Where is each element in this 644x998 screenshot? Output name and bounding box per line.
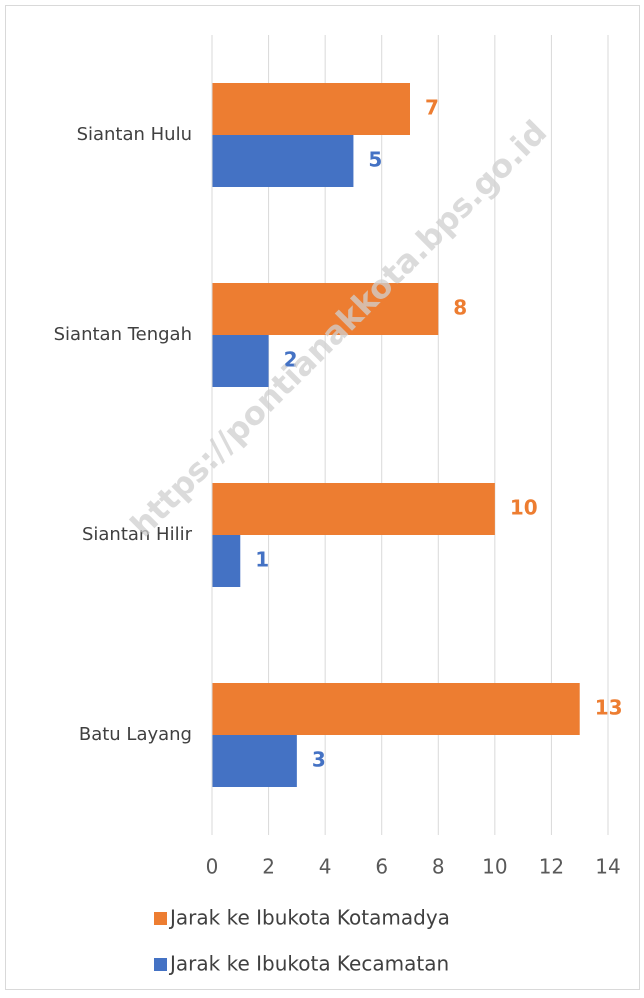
value-label: 10 bbox=[510, 496, 538, 520]
x-tick-label: 12 bbox=[539, 855, 564, 879]
x-tick-label: 10 bbox=[482, 855, 507, 879]
bar bbox=[212, 535, 241, 587]
value-label: 7 bbox=[425, 96, 439, 120]
bar bbox=[212, 283, 439, 335]
y-tick-label: Siantan Hulu bbox=[77, 124, 192, 145]
bar bbox=[212, 483, 495, 535]
bar bbox=[212, 135, 354, 187]
value-label: 5 bbox=[368, 148, 382, 172]
y-tick-label: Batu Layang bbox=[79, 724, 192, 745]
y-tick-label: Siantan Hilir bbox=[82, 524, 193, 545]
x-tick-label: 6 bbox=[375, 855, 388, 879]
bar bbox=[212, 83, 410, 135]
legend-swatch bbox=[154, 912, 167, 925]
legend-label: Jarak ke Ibukota Kecamatan bbox=[168, 952, 449, 976]
value-label: 13 bbox=[595, 696, 623, 720]
value-label: 1 bbox=[255, 548, 269, 572]
x-tick-label: 4 bbox=[319, 855, 332, 879]
x-tick-label: 8 bbox=[432, 855, 445, 879]
x-tick-label: 0 bbox=[206, 855, 219, 879]
bar bbox=[212, 335, 269, 387]
value-label: 8 bbox=[453, 296, 467, 320]
value-label: 3 bbox=[312, 748, 326, 772]
y-tick-label: Siantan Tengah bbox=[54, 324, 192, 345]
bar bbox=[212, 735, 297, 787]
bar bbox=[212, 683, 580, 735]
x-tick-label: 2 bbox=[262, 855, 275, 879]
x-tick-label: 14 bbox=[595, 855, 620, 879]
legend-swatch bbox=[154, 958, 167, 971]
value-label: 2 bbox=[284, 348, 298, 372]
legend-label: Jarak ke Ibukota Kotamadya bbox=[168, 906, 450, 930]
